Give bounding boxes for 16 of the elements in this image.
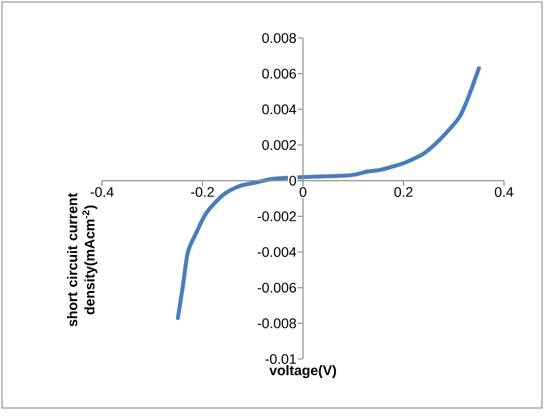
y-tick-label: 0 [289, 176, 296, 186]
y-tick-label: -0.002 [258, 211, 296, 222]
y-tick-label: 0.002 [262, 140, 296, 150]
x-axis-title: voltage(V) [269, 365, 336, 378]
line-series [176, 66, 481, 320]
x-tick-label: -0.2 [191, 187, 214, 197]
y-tick-label: -0.006 [258, 282, 296, 293]
y-tick-label: 0.004 [262, 104, 296, 114]
y-tick-label: -0.01 [265, 354, 296, 364]
x-tick-label: 0 [300, 187, 306, 197]
y-tick-label: -0.008 [258, 318, 296, 328]
y-tick-label: -0.004 [258, 247, 296, 257]
x-tick-label: 0.4 [494, 187, 514, 197]
x-tick-label: 0.2 [394, 187, 412, 197]
y-tick-label: 0.006 [262, 68, 296, 79]
y-tick-label: 0.008 [262, 33, 296, 43]
